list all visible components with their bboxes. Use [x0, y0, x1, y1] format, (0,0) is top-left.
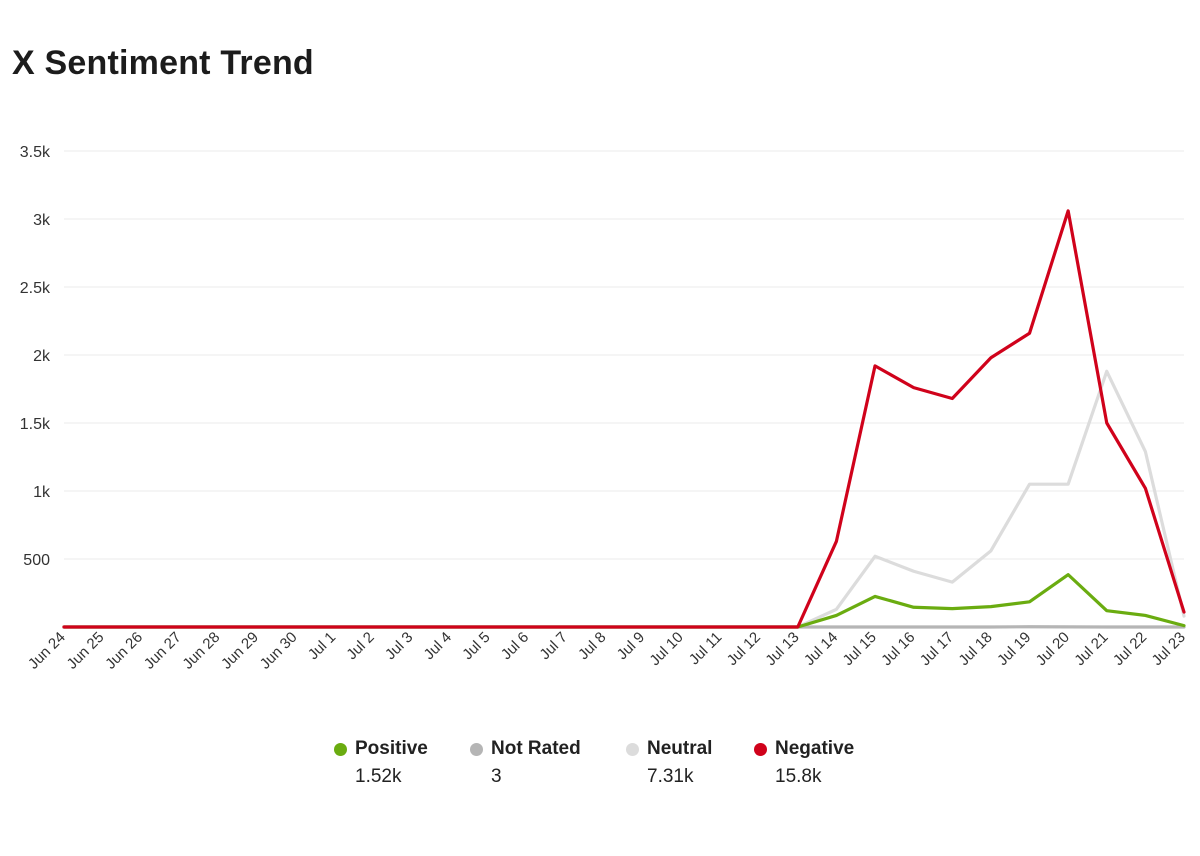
- legend-item-not-rated[interactable]: Not Rated 3: [470, 738, 581, 788]
- x-tick-label: Jul 15: [840, 629, 880, 669]
- x-tick-label: Jul 3: [382, 629, 416, 663]
- y-tick-label: 3.5k: [20, 144, 51, 161]
- x-tick-label: Jul 6: [498, 629, 532, 663]
- y-tick-label: 1k: [33, 484, 51, 501]
- legend-dot-not-rated: [470, 742, 483, 756]
- x-tick-label: Jul 9: [614, 629, 648, 663]
- legend-label-neutral: Neutral: [647, 738, 713, 759]
- legend-total-neutral: 7.31k: [647, 766, 694, 787]
- x-tick-label: Jul 17: [917, 629, 957, 669]
- series-line-neutral: [62, 369, 1186, 629]
- x-tick-label: Jul 8: [575, 629, 609, 663]
- x-tick-label: Jul 10: [646, 629, 686, 669]
- y-tick-label: 3k: [33, 212, 51, 229]
- x-tick-label: Jun 24: [25, 629, 69, 673]
- x-tick-label: Jul 4: [421, 629, 455, 663]
- chart-title: X Sentiment Trend: [12, 44, 314, 82]
- x-tick-label: Jul 19: [994, 629, 1034, 669]
- y-tick-label: 2.5k: [20, 280, 51, 297]
- legend-dot-negative: [754, 742, 767, 756]
- x-tick-label: Jul 21: [1071, 629, 1111, 669]
- legend-dot-neutral: [626, 742, 639, 756]
- x-tick-label: Jun 30: [257, 629, 301, 673]
- y-tick-label: 500: [23, 552, 50, 569]
- x-tick-label: Jul 12: [724, 629, 764, 669]
- x-tick-label: Jul 20: [1033, 629, 1073, 669]
- x-tick-label: Jul 7: [536, 629, 570, 663]
- y-axis-ticks: 500 1k 1.5k 2k 2.5k 3k 3.5k: [20, 144, 51, 569]
- y-tick-label: 1.5k: [20, 416, 51, 433]
- series-lines: [62, 209, 1186, 629]
- x-tick-label: Jul 2: [343, 629, 377, 663]
- x-tick-label: Jul 22: [1110, 629, 1150, 669]
- legend-item-positive[interactable]: Positive 1.52k: [334, 738, 428, 788]
- x-tick-label: Jul 1: [305, 629, 339, 663]
- legend-label-positive: Positive: [355, 738, 428, 759]
- legend-item-negative[interactable]: Negative 15.8k: [754, 738, 854, 788]
- legend-item-neutral[interactable]: Neutral 7.31k: [626, 738, 712, 788]
- legend-total-not-rated: 3: [491, 766, 502, 787]
- y-tick-label: 2k: [33, 348, 51, 365]
- legend-dot-positive: [334, 742, 347, 756]
- x-tick-label: Jul 14: [801, 629, 841, 669]
- legend-label-negative: Negative: [775, 738, 855, 759]
- x-tick-label: Jun 25: [64, 629, 108, 673]
- legend-total-positive: 1.52k: [355, 766, 402, 787]
- x-tick-label: Jun 29: [218, 629, 262, 673]
- gridlines: [64, 150, 1184, 560]
- x-tick-label: Jul 13: [762, 629, 802, 669]
- x-tick-label: Jun 27: [141, 629, 185, 673]
- x-tick-label: Jun 28: [179, 629, 223, 673]
- x-tick-label: Jul 5: [459, 629, 493, 663]
- x-tick-label: Jun 26: [102, 629, 146, 673]
- x-tick-label: Jul 23: [1149, 629, 1189, 669]
- x-tick-label: Jul 16: [878, 629, 918, 669]
- legend: Positive 1.52k Not Rated 3 Neutral 7.31k…: [0, 738, 1200, 798]
- series-line-positive: [62, 573, 1186, 629]
- x-tick-label: Jul 18: [955, 629, 995, 669]
- legend-total-negative: 15.8k: [775, 766, 822, 787]
- legend-label-not-rated: Not Rated: [491, 738, 581, 759]
- series-line-negative: [62, 209, 1186, 629]
- x-tick-label: Jul 11: [686, 629, 726, 669]
